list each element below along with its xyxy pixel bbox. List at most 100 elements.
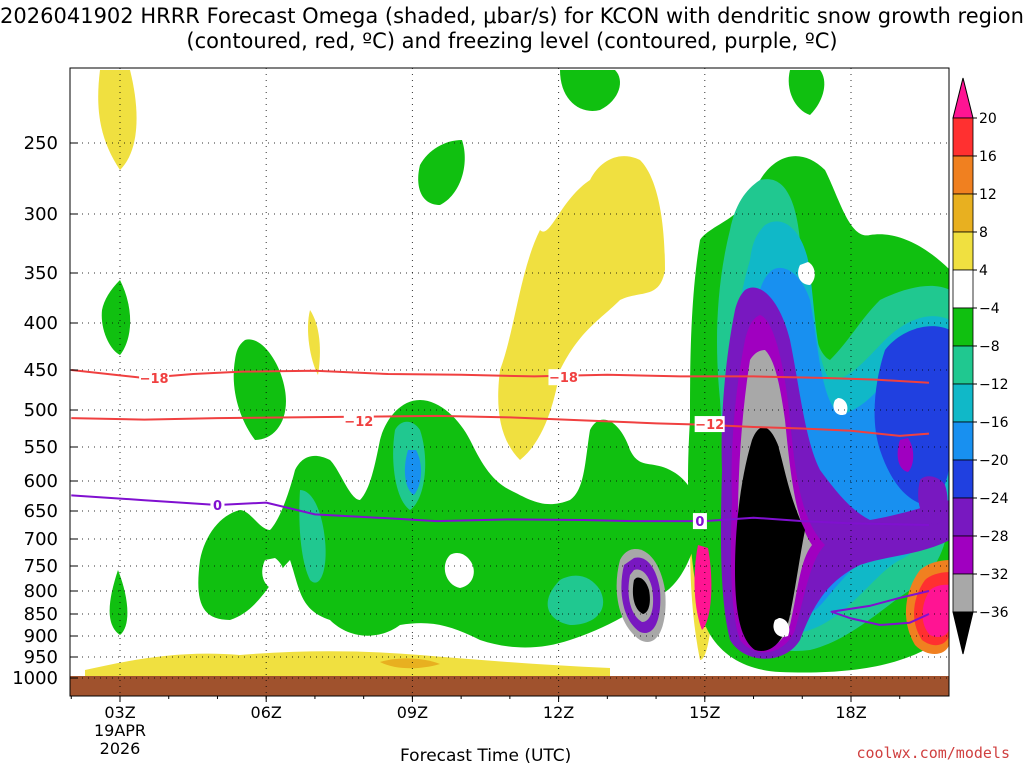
omega-region-weak-negative bbox=[418, 140, 465, 205]
colorbar-tick-label: 20 bbox=[979, 111, 997, 127]
contour-dendritic--18 bbox=[71, 369, 930, 384]
y-tick-label: 1000 bbox=[12, 668, 58, 689]
y-tick-label: 450 bbox=[24, 360, 58, 381]
contour-freezing-level-0-lower bbox=[830, 590, 930, 626]
contour-label: 0 bbox=[695, 515, 704, 530]
x-tick-label: 15Z bbox=[689, 703, 720, 722]
colorbar-tick-label: 8 bbox=[979, 225, 988, 241]
omega-region-weak-negative bbox=[560, 70, 620, 111]
omega-shading bbox=[85, 70, 949, 676]
colorbar-tick-label: −32 bbox=[979, 567, 1009, 583]
y-tick-label: 650 bbox=[24, 501, 58, 522]
colorbar-bin bbox=[952, 497, 974, 537]
omega-region-weak-negative bbox=[109, 570, 128, 635]
colorbar-bin bbox=[952, 231, 974, 271]
colorbar: 20 16 12 8 4 −4 −8 −12 −16 −20 −24 −28 −32 −36 bbox=[952, 77, 1009, 655]
contour-lines: −18 −18 −12 −12 0 0 bbox=[71, 369, 930, 626]
y-tick-label: 900 bbox=[24, 626, 58, 647]
contour-label-bg bbox=[139, 370, 170, 386]
omega-region-neutral bbox=[773, 618, 790, 637]
omega-region-neutral bbox=[262, 558, 285, 590]
x-tick-label: 18Z bbox=[835, 703, 866, 722]
contour-freezing-level-0 bbox=[71, 494, 929, 526]
colorbar-bin bbox=[952, 383, 974, 423]
x-tick-label: 06Z bbox=[251, 703, 282, 722]
omega-region-strong-positive bbox=[922, 584, 949, 637]
colorbar-bin bbox=[952, 573, 974, 613]
colorbar-top-arrow bbox=[952, 77, 974, 119]
contour-label: −12 bbox=[344, 415, 373, 430]
omega-region-strong-negative bbox=[404, 450, 422, 495]
colorbar-tick-label: −4 bbox=[979, 301, 1000, 317]
y-tick-label: 500 bbox=[24, 400, 58, 421]
chart-title: 2026041902 HRRR Forecast Omega (shaded, … bbox=[0, 4, 1024, 53]
y-tick-label: 250 bbox=[24, 133, 58, 154]
colorbar-tick-label: −28 bbox=[979, 529, 1009, 545]
omega-region-neutral bbox=[444, 553, 474, 588]
y-tick-label: 750 bbox=[24, 556, 58, 577]
omega-region-weak-positive bbox=[98, 70, 137, 170]
colorbar-tick-label: −20 bbox=[979, 453, 1009, 469]
omega-region-strong-negative bbox=[874, 326, 949, 505]
colorbar-tick-label: 4 bbox=[979, 263, 988, 279]
omega-region-weak-negative bbox=[788, 70, 825, 115]
omega-region-weak-positive bbox=[498, 156, 665, 460]
plot-border bbox=[69, 67, 950, 697]
contour-label: −18 bbox=[140, 372, 169, 387]
omega-region-weak-positive bbox=[307, 310, 320, 375]
omega-region-weak-negative bbox=[233, 339, 286, 440]
contour-label: 0 bbox=[213, 499, 222, 514]
colorbar-bin bbox=[952, 269, 974, 309]
colorbar-bin bbox=[952, 345, 974, 385]
contour-label-bg bbox=[210, 497, 225, 513]
y-tick-label: 950 bbox=[24, 647, 58, 668]
colorbar-tick-label: −24 bbox=[979, 491, 1009, 507]
omega-region-neutral bbox=[798, 262, 815, 285]
contour-label-bg bbox=[548, 369, 579, 386]
colorbar-bin bbox=[952, 535, 974, 575]
colorbar-bin bbox=[952, 421, 974, 461]
y-tick-label: 700 bbox=[24, 529, 58, 550]
contour-label-bg bbox=[692, 513, 707, 530]
omega-region-weak-positive bbox=[380, 658, 440, 669]
colorbar-tick-label: −12 bbox=[979, 377, 1009, 393]
colorbar-bin bbox=[952, 155, 974, 195]
contour-label: −12 bbox=[695, 418, 724, 433]
x-year-label: 2026 bbox=[100, 739, 141, 758]
colorbar-bin bbox=[952, 117, 974, 157]
colorbar-tick-label: 12 bbox=[979, 187, 997, 203]
x-tick-label: 03Z bbox=[104, 703, 135, 722]
colorbar-bin bbox=[952, 459, 974, 499]
y-tick-label: 300 bbox=[24, 204, 58, 225]
contour-dendritic--12 bbox=[71, 414, 930, 437]
colorbar-tick-label: 16 bbox=[979, 149, 997, 165]
omega-region-weak-negative bbox=[101, 280, 131, 355]
y-tick-label: 800 bbox=[24, 581, 58, 602]
contour-label-bg bbox=[694, 416, 725, 433]
x-date-label: 19APR bbox=[94, 721, 146, 740]
y-tick-label: 850 bbox=[24, 604, 58, 625]
ground-surface bbox=[70, 676, 949, 696]
colorbar-tick-label: −8 bbox=[979, 339, 1000, 355]
omega-region-strong-positive bbox=[694, 545, 712, 630]
omega-region-moderate-negative bbox=[547, 575, 604, 625]
colorbar-tick-label: −16 bbox=[979, 415, 1009, 431]
contour-label: −18 bbox=[549, 371, 578, 386]
y-tick-label: 600 bbox=[24, 471, 58, 492]
omega-region-strong-negative bbox=[735, 427, 805, 651]
omega-region-strong-negative bbox=[897, 438, 914, 472]
omega-region-weak-positive bbox=[85, 651, 610, 676]
grid-lines bbox=[70, 68, 949, 696]
axes: 2503003504004505005506006507007508008509… bbox=[12, 133, 901, 758]
x-tick-label: 12Z bbox=[543, 703, 574, 722]
colorbar-bin bbox=[952, 307, 974, 347]
x-tick-label: 09Z bbox=[397, 703, 428, 722]
colorbar-bottom-arrow bbox=[952, 611, 974, 655]
attribution-text: coolwx.com/models bbox=[856, 744, 1010, 762]
colorbar-tick-label: −36 bbox=[979, 605, 1009, 621]
colorbar-bin bbox=[952, 193, 974, 233]
y-tick-label: 400 bbox=[24, 313, 58, 334]
y-tick-label: 550 bbox=[24, 437, 58, 458]
y-tick-label: 350 bbox=[24, 263, 58, 284]
